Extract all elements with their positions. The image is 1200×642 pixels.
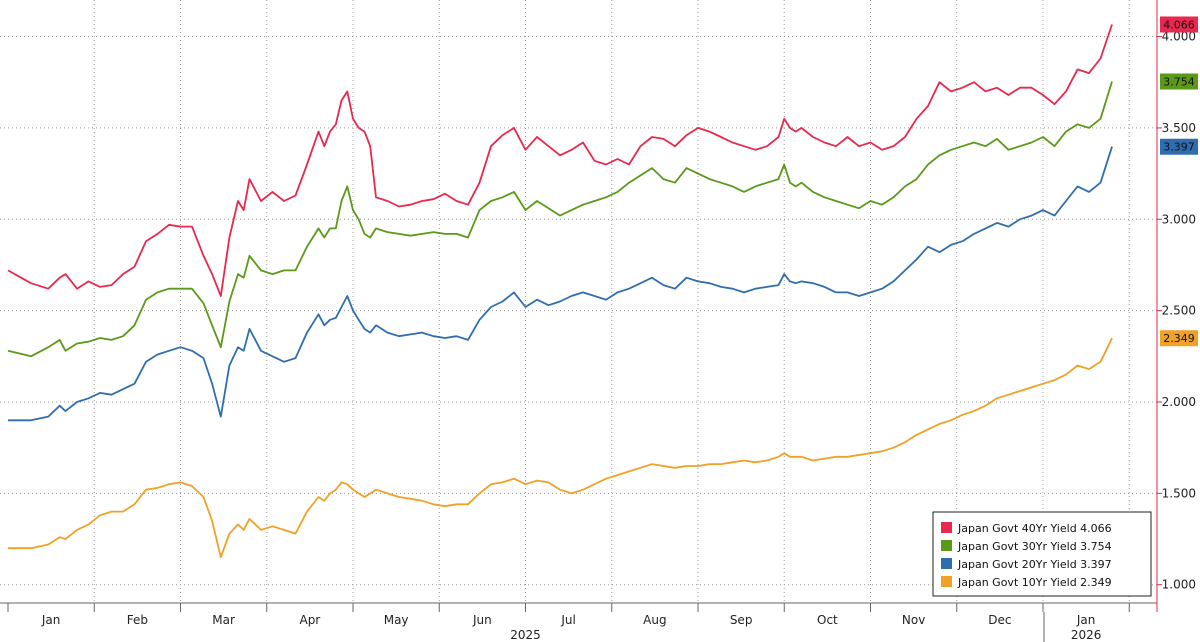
series-line-2 xyxy=(8,146,1113,422)
last-value-badges: 4.066 3.754 3.397 2.349 xyxy=(1160,16,1198,347)
x-month-label: Jun xyxy=(472,613,492,627)
badge-box xyxy=(1160,16,1198,33)
x-year-label: 2026 xyxy=(1071,628,1102,642)
badge-box xyxy=(1160,330,1198,347)
grid xyxy=(0,0,1157,603)
x-tick-labels: Jan Feb Mar Apr May Jun Jul Aug Sep Oct Nov Dec Jan2… xyxy=(7,603,1130,642)
y-tick-label: 3.500 xyxy=(1162,121,1196,135)
badge-value: 3.754 xyxy=(1163,75,1195,88)
badge-value: 2.349 xyxy=(1163,332,1195,345)
legend-box xyxy=(932,511,1152,597)
y-tick-label: 4.000 xyxy=(1162,30,1196,44)
badge-value: 3.397 xyxy=(1163,141,1195,154)
legend-entry-0: Japan Govt 40Yr Yield 4.066 xyxy=(941,522,1112,535)
legend-label: Japan Govt 20Yr Yield 3.397 xyxy=(957,558,1112,571)
y-tick-label: 1.000 xyxy=(1162,578,1196,592)
legend: Japan Govt 40Yr Yield 4.066 Japan Govt 30… xyxy=(932,511,1152,597)
x-month-label: Sep xyxy=(730,613,753,627)
last-value-badge-1: 3.754 xyxy=(1160,73,1198,90)
badge-value: 4.066 xyxy=(1163,18,1195,31)
legend-entry-2: Japan Govt 20Yr Yield 3.397 xyxy=(941,558,1112,571)
series-line-3 xyxy=(8,337,1113,559)
legend-swatch xyxy=(941,540,952,551)
x-month-label: Aug xyxy=(643,613,666,627)
y-tick-label: 2.500 xyxy=(1162,304,1196,318)
last-value-badge-0: 4.066 xyxy=(1160,16,1198,33)
x-month-label: Mar xyxy=(212,613,235,627)
legend-label: Japan Govt 40Yr Yield 4.066 xyxy=(957,522,1112,535)
x-month-label: Jul xyxy=(560,613,575,627)
last-value-badge-3: 2.349 xyxy=(1160,330,1198,347)
legend-entry-3: Japan Govt 10Yr Yield 2.349 xyxy=(941,576,1112,589)
x-month-label: Feb xyxy=(127,613,148,627)
y-tick-label: 2.000 xyxy=(1162,395,1196,409)
legend-label: Japan Govt 10Yr Yield 2.349 xyxy=(957,576,1112,589)
legend-swatch xyxy=(941,576,952,587)
x-month-label: Oct xyxy=(817,613,838,627)
x-month-label: Jan xyxy=(1076,613,1096,627)
axes xyxy=(0,0,1158,612)
series-lines xyxy=(7,24,1113,559)
badge-box xyxy=(1160,138,1198,155)
y-tick-label: 3.000 xyxy=(1162,212,1196,226)
series-line-0 xyxy=(7,24,1113,297)
x-month-label: Apr xyxy=(299,613,320,627)
x-month-label: Nov xyxy=(902,613,925,627)
series-line-1 xyxy=(7,81,1113,358)
badge-box xyxy=(1160,73,1198,90)
x-month-label: May xyxy=(384,613,409,627)
y-tick-labels: 1.000 1.500 2.000 2.500 3.000 3.500 4.000 xyxy=(1157,30,1196,592)
legend-entry-1: Japan Govt 30Yr Yield 3.754 xyxy=(941,540,1112,553)
legend-swatch xyxy=(941,558,952,569)
x-month-label: Jan xyxy=(41,613,61,627)
legend-swatch xyxy=(941,522,952,533)
last-value-badge-2: 3.397 xyxy=(1160,138,1198,155)
legend-label: Japan Govt 30Yr Yield 3.754 xyxy=(957,540,1112,553)
y-tick-label: 1.500 xyxy=(1162,486,1196,500)
x-year-label: 2025 xyxy=(510,628,541,642)
x-month-label: Dec xyxy=(988,613,1011,627)
